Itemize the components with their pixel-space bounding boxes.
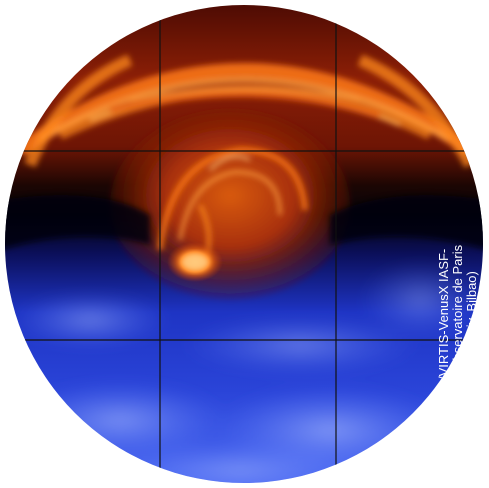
credit-line-2: INAF, Observatoire de Paris xyxy=(450,244,465,406)
credit-line-1: ESA/VIRTIS-VenusX IASF- xyxy=(436,248,451,406)
vortex-core xyxy=(110,110,350,300)
image-credit: ESA/VIRTIS-VenusX IASF- INAF, Observatoi… xyxy=(436,106,479,406)
credit-line-3: (R.Hueso, Univ. Bilbao) xyxy=(464,271,479,406)
upper-cloud-arcs xyxy=(15,54,476,168)
